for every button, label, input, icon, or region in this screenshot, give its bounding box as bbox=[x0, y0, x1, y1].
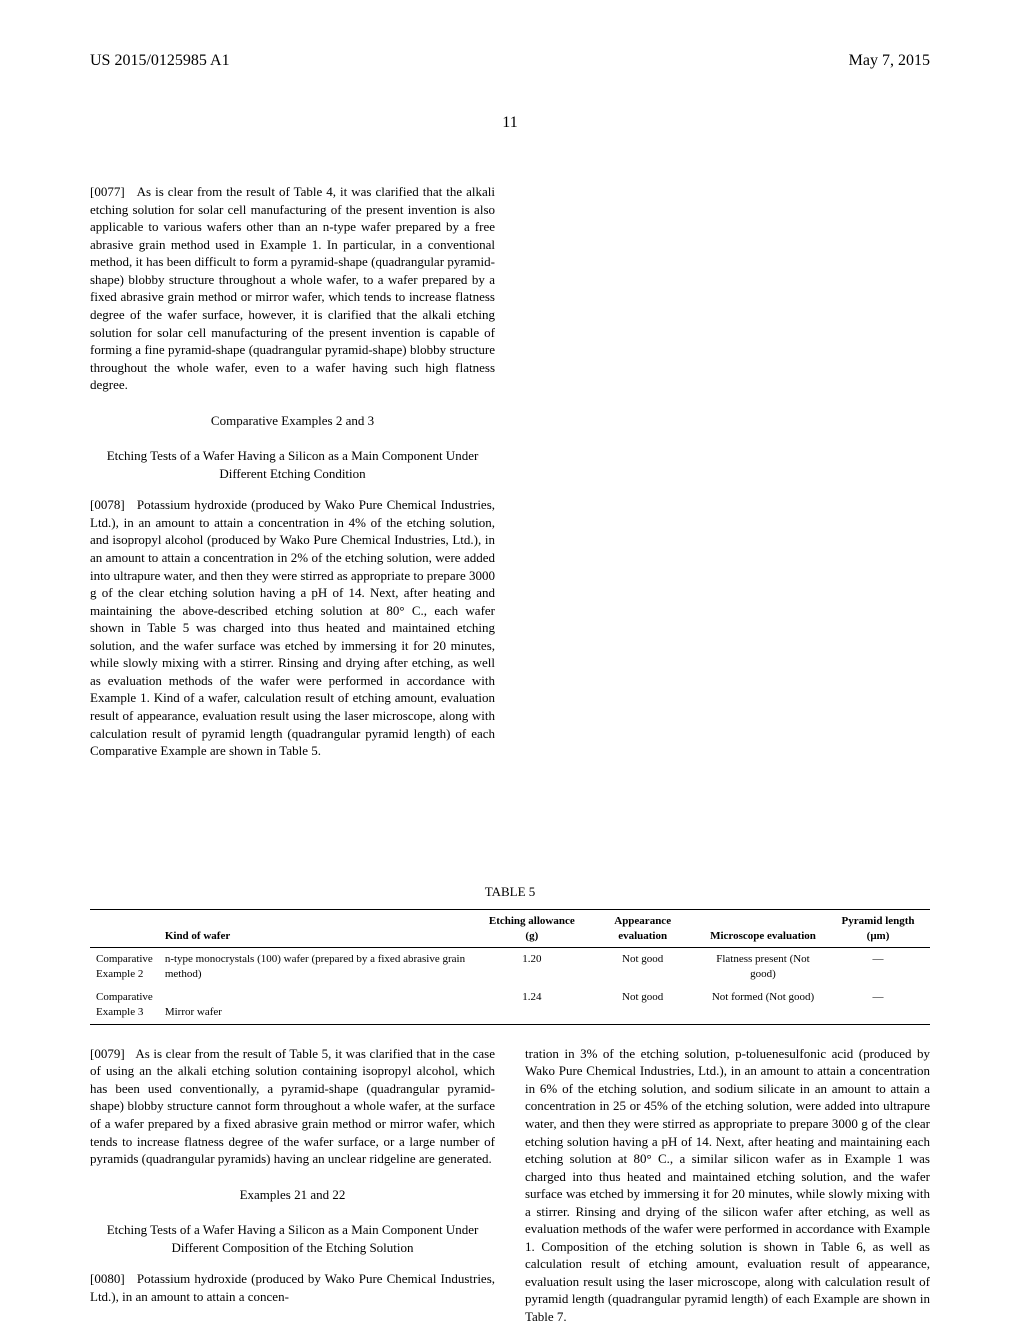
table-header-row: Kind of wafer Etching allowance (g) Appe… bbox=[90, 909, 930, 948]
spacer bbox=[525, 183, 930, 873]
paragraph-0080: [0080] Potassium hydroxide (produced by … bbox=[90, 1270, 495, 1305]
col-microscope: Microscope evaluation bbox=[700, 909, 826, 948]
table-row: Comparative Example 2 n-type monocrystal… bbox=[90, 948, 930, 986]
row-label: Comparative Example 3 bbox=[90, 986, 159, 1024]
para-number: [0077] bbox=[90, 184, 125, 199]
cell-microscope: Flatness present (Not good) bbox=[700, 948, 826, 986]
pub-number: US 2015/0125985 A1 bbox=[90, 50, 230, 72]
pub-date: May 7, 2015 bbox=[849, 50, 930, 72]
cell-appearance: Not good bbox=[585, 986, 700, 1024]
cell-pyramid: — bbox=[826, 986, 930, 1024]
section-heading-examples: Examples 21 and 22 bbox=[90, 1186, 495, 1204]
paragraph-0079: [0079] As is clear from the result of Ta… bbox=[90, 1045, 495, 1168]
cell-etching: 1.24 bbox=[478, 986, 585, 1024]
page-number: 11 bbox=[90, 112, 930, 134]
para-number: [0079] bbox=[90, 1046, 125, 1061]
section-subheading-comparative: Etching Tests of a Wafer Having a Silico… bbox=[90, 447, 495, 482]
row-label: Comparative Example 2 bbox=[90, 948, 159, 986]
table-5-table: Kind of wafer Etching allowance (g) Appe… bbox=[90, 909, 930, 1025]
table-title: TABLE 5 bbox=[90, 883, 930, 901]
table-row: Comparative Example 3 Mirror wafer 1.24 … bbox=[90, 986, 930, 1024]
cell-appearance: Not good bbox=[585, 948, 700, 986]
cell-kind: n-type monocrystals (100) wafer (prepare… bbox=[159, 948, 478, 986]
cell-kind: Mirror wafer bbox=[159, 986, 478, 1024]
column-right-lower: tration in 3% of the etching solution, p… bbox=[525, 1045, 930, 1340]
col-pyramid: Pyramid length (μm) bbox=[826, 909, 930, 948]
para-text: Potassium hydroxide (produced by Wako Pu… bbox=[90, 497, 495, 758]
section-subheading-examples: Etching Tests of a Wafer Having a Silico… bbox=[90, 1221, 495, 1256]
para-number: [0080] bbox=[90, 1271, 125, 1286]
column-left: [0077] As is clear from the result of Ta… bbox=[90, 183, 495, 873]
two-column-layout: [0077] As is clear from the result of Ta… bbox=[90, 183, 930, 873]
col-etching: Etching allowance (g) bbox=[478, 909, 585, 948]
col-kind: Kind of wafer bbox=[159, 909, 478, 948]
paragraph-0078: [0078] Potassium hydroxide (produced by … bbox=[90, 496, 495, 759]
section-heading-comparative: Comparative Examples 2 and 3 bbox=[90, 412, 495, 430]
para-text: As is clear from the result of Table 5, … bbox=[90, 1046, 495, 1166]
para-number: [0078] bbox=[90, 497, 125, 512]
two-column-layout-lower: [0079] As is clear from the result of Ta… bbox=[90, 1045, 930, 1340]
para-text: As is clear from the result of Table 4, … bbox=[90, 184, 495, 392]
paragraph-continuation: tration in 3% of the etching solution, p… bbox=[525, 1045, 930, 1326]
paragraph-0077: [0077] As is clear from the result of Ta… bbox=[90, 183, 495, 394]
page-header: US 2015/0125985 A1 May 7, 2015 bbox=[90, 50, 930, 72]
cell-pyramid: — bbox=[826, 948, 930, 986]
table-5: TABLE 5 Kind of wafer Etching allowance … bbox=[90, 883, 930, 1025]
col-appearance: Appearance evaluation bbox=[585, 909, 700, 948]
column-left-lower: [0079] As is clear from the result of Ta… bbox=[90, 1045, 495, 1340]
para-text: tration in 3% of the etching solution, p… bbox=[525, 1046, 930, 1324]
cell-microscope: Not formed (Not good) bbox=[700, 986, 826, 1024]
cell-etching: 1.20 bbox=[478, 948, 585, 986]
para-text: Potassium hydroxide (produced by Wako Pu… bbox=[90, 1271, 495, 1304]
column-right-upper bbox=[525, 183, 930, 873]
